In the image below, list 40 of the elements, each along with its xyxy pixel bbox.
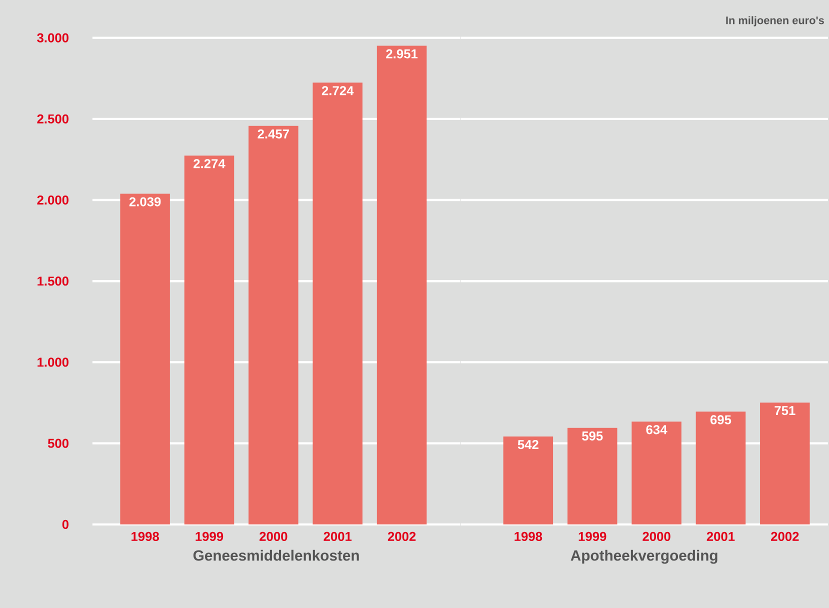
- data-label: 2.951: [386, 49, 418, 58]
- x-tick-label: 2001: [324, 532, 352, 542]
- bar: [184, 156, 234, 524]
- data-label: 2.039: [129, 197, 161, 206]
- bar: [376, 46, 427, 524]
- x-tick-label: 1999: [578, 532, 606, 542]
- y-tick-label: 0: [62, 520, 68, 529]
- data-label: 2.457: [258, 129, 289, 139]
- data-label: 695: [710, 415, 732, 424]
- x-tick-label: 2002: [771, 532, 799, 542]
- data-label: 542: [518, 440, 538, 450]
- data-label: 2.274: [194, 159, 226, 168]
- x-tick-label: 2000: [642, 532, 670, 542]
- x-tick-label: 2000: [260, 532, 288, 542]
- data-label: 751: [774, 406, 796, 416]
- bar: [632, 422, 682, 524]
- bar: [312, 82, 362, 524]
- bar: [120, 194, 170, 524]
- bar: [248, 126, 298, 524]
- bar: [503, 436, 554, 524]
- data-label: 595: [582, 431, 603, 441]
- x-axis-title: Geneesmiddelenkosten: [193, 550, 359, 561]
- y-tick-label: 3.000: [37, 33, 68, 42]
- y-tick-label: 1.000: [38, 358, 68, 367]
- y-tick-label: 500: [48, 438, 68, 448]
- x-tick-label: 2002: [388, 532, 416, 542]
- bar: [567, 428, 618, 524]
- bar: [760, 402, 810, 524]
- x-tick-label: 1998: [132, 532, 159, 542]
- bar: [696, 412, 746, 524]
- data-label: 634: [646, 425, 668, 434]
- y-tick-label: 2.000: [37, 195, 68, 205]
- x-tick-label: 1998: [514, 532, 542, 542]
- y-tick-label: 2.500: [37, 114, 68, 124]
- y-tick-label: 1.500: [38, 276, 68, 286]
- x-axis-title: Apotheekvergoeding: [570, 550, 718, 564]
- data-label: 2.724: [322, 86, 354, 96]
- x-tick-label: 2001: [706, 532, 735, 542]
- text: In miljoenen euro's: [726, 16, 824, 26]
- x-tick-label: 1999: [196, 532, 224, 542]
